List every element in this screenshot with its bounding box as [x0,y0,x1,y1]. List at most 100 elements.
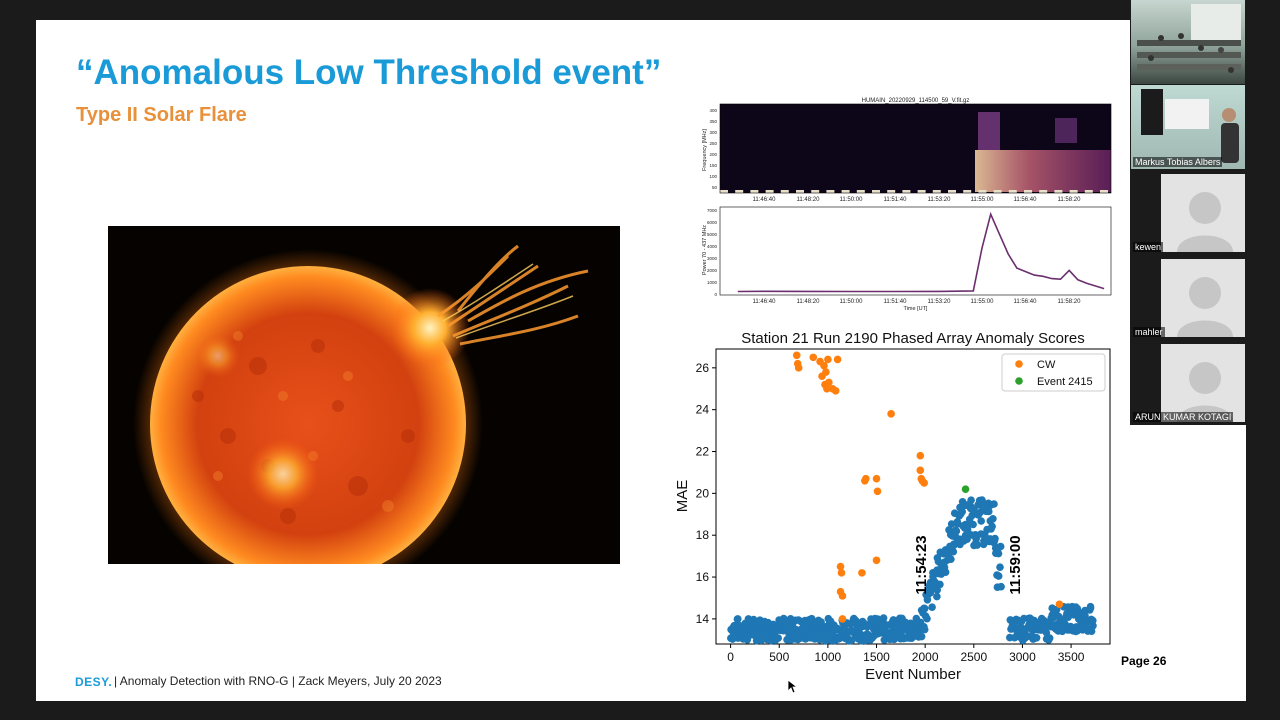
score-point [976,508,984,517]
spectrogram-title: HUMAIN_20220929_114500_59_V.fit.gz [862,98,970,104]
spectrogram-tick-band [887,190,896,193]
spectrogram-xtick: 11:53:20 [928,197,952,203]
spectrogram-tick-band [1069,190,1078,193]
score-point [953,518,962,526]
scatter-legend [1001,353,1106,392]
score-point [941,568,950,576]
score-point [985,507,993,516]
score-point [928,603,936,611]
cw-point [872,556,881,565]
spectrogram-tick-band [720,190,728,193]
slide-title: “Anomalous Low Threshold event” [76,53,662,92]
scatter-ytick-label: 26 [696,361,710,375]
spectrogram-tick-band [963,190,972,193]
scatter-frame [715,348,1111,645]
cw-point [872,474,881,483]
power-plot-ytick: 5000 [707,232,718,237]
score-point [1064,613,1072,621]
cw-point [824,355,832,364]
video-tile-kewen[interactable]: kewen [1131,170,1245,254]
spectrogram-tick-band [902,190,911,193]
video-tile-mahler[interactable]: mahler [1131,255,1245,339]
spectrogram-ytick: 350 [709,119,717,124]
score-point [947,520,956,528]
score-point [952,527,961,535]
spectrogram-xtick: 11:46:40 [753,197,777,203]
power-plot-line [737,211,1105,293]
event-2415-point [961,485,970,493]
video-tile-speaker[interactable]: Markus Tobias Albers [1131,85,1245,169]
spectrogram-tick-band [765,190,774,193]
spectrogram-ytick: 400 [709,108,717,113]
cw-point [920,479,928,487]
video-tile-arun[interactable]: ARUN KUMAR KOTAGI [1131,340,1245,424]
spectrogram-tick-band [856,190,865,193]
speaker-video-icon [1141,89,1239,163]
cw-point [836,562,845,571]
scatter-xtick-label: 3500 [1058,650,1085,664]
power-plot-xtick: 11:48:20 [797,299,821,305]
power-plot-xtick: 11:56:40 [1014,299,1038,305]
power-plot-ytick: 6000 [707,220,718,225]
spectrogram-tick-band [735,190,744,193]
desy-logo: DESY. [75,675,113,689]
score-point [936,580,944,589]
scatter-xlabel: Event Number [865,666,961,683]
scatter-ytick-label: 14 [696,612,710,626]
spectrogram-ytick: 200 [709,152,717,157]
scatter-ytick-label: 16 [696,570,710,584]
power-plot-xtick: 11:51:40 [884,299,908,305]
participant-name-arun: ARUN KUMAR KOTAGI [1133,412,1234,422]
spectrogram-xtick: 11:56:40 [1014,197,1038,203]
power-plot-ytick: 3000 [707,256,718,261]
score-point [1045,634,1054,642]
power-plot-ytick: 0 [714,292,717,297]
cw-point [838,592,847,600]
cw-point [818,372,826,380]
score-point [958,508,966,516]
cw-point [838,615,847,623]
scatter-xtick-label: 500 [769,650,789,664]
cw-point [825,378,833,387]
footer-text: | Anomaly Detection with RNO-G | Zack Me… [114,674,442,688]
spectrogram-tick-band [1100,190,1108,193]
score-point [933,592,941,601]
scatter-xtick-label: 1000 [815,650,842,664]
score-point [920,604,929,613]
spectrogram-tick-band [932,190,941,193]
video-tile-room[interactable] [1131,0,1245,84]
cw-point [887,410,895,418]
score-point [847,636,856,645]
spectrogram-burst-second [1055,118,1077,143]
page-number: Page 26 [1121,654,1167,668]
score-point [996,542,1005,551]
scatter-ylabel: MAE [674,480,691,513]
cw-point [831,387,840,395]
mouse-cursor-icon [787,679,799,694]
score-point [920,625,929,634]
spectrogram-tick-band [750,190,759,193]
cw-point [823,384,831,393]
spectrogram-tick-band [872,190,880,193]
spectrogram-tick-band [811,190,820,193]
score-point [969,520,977,529]
score-point [917,632,926,641]
cw-point [794,364,803,372]
spectrogram-ytick: 150 [709,163,717,168]
score-point [947,555,955,563]
score-point [852,617,860,625]
scatter-title: Station 21 Run 2190 Phased Array Anomaly… [741,330,1085,347]
score-point [972,534,980,543]
score-point [879,614,888,622]
spectrogram-ytick: 50 [712,185,718,190]
solar-flare-image [108,226,620,564]
participant-name-markus: Markus Tobias Albers [1133,157,1223,167]
slide-right-edge [1130,425,1246,701]
room-video-icon [1137,4,1241,73]
spectrogram-tick-band [1024,190,1032,193]
score-point [990,537,999,545]
score-point [734,615,742,623]
power-plot-xtick: 11:50:00 [840,299,864,305]
